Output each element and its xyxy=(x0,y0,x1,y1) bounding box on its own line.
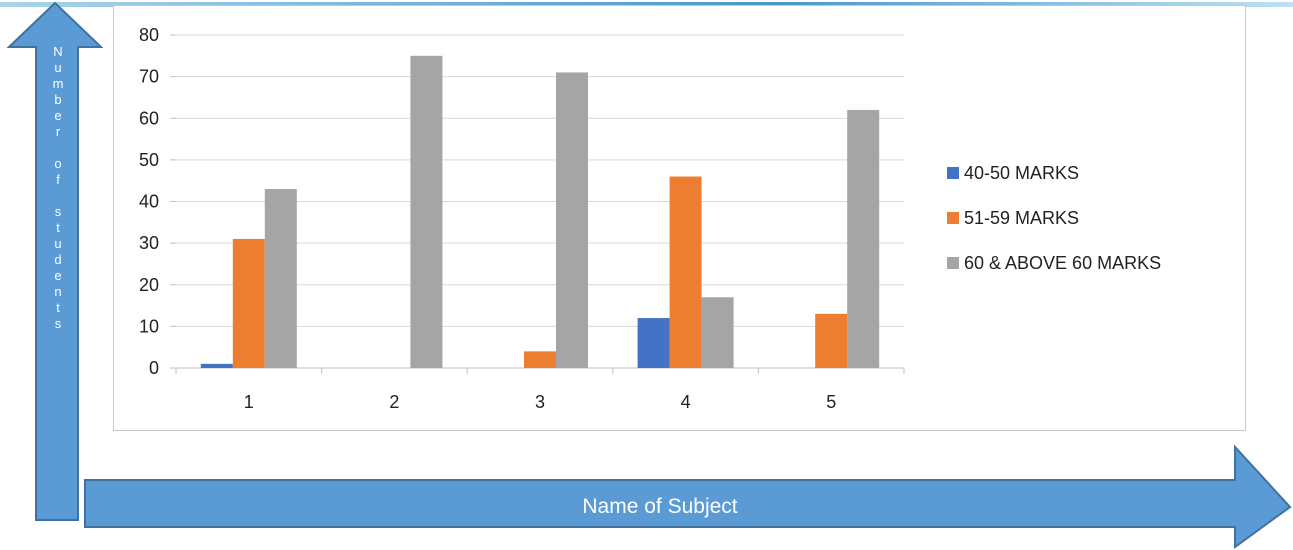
bar xyxy=(669,176,702,368)
y-axis-title-char: n xyxy=(54,284,62,299)
x-axis-title: Name of Subject xyxy=(582,495,738,518)
legend-label: 40-50 MARKS xyxy=(964,163,1079,183)
y-tick-label: 20 xyxy=(139,275,159,295)
bar xyxy=(410,55,443,368)
bar xyxy=(637,318,670,368)
y-axis-title-char: t xyxy=(56,220,60,235)
legend-swatch xyxy=(947,212,959,224)
bar xyxy=(200,363,233,368)
y-tick-label: 50 xyxy=(139,150,159,170)
y-axis-title-char: s xyxy=(54,316,62,331)
y-axis-title-char: N xyxy=(53,44,63,59)
legend-swatch xyxy=(947,167,959,179)
bar-chart: 0 10 20 30 40 50 60 70 80 1 2 3 4 5 40-50 MARKS 51-59 M… xyxy=(139,25,1161,412)
legend-label: 51-59 MARKS xyxy=(964,208,1079,228)
y-axis-title-char: o xyxy=(54,156,62,171)
bar xyxy=(264,189,297,368)
bar xyxy=(556,72,588,369)
legend-swatch xyxy=(947,257,959,269)
x-tick-label: 4 xyxy=(681,392,691,412)
y-axis-title-char: t xyxy=(56,300,60,315)
y-axis-title-char: f xyxy=(56,172,60,187)
y-axis-title-char: b xyxy=(54,92,62,107)
y-tick-label: 30 xyxy=(139,233,159,253)
y-axis-title-char xyxy=(56,140,60,156)
y-tick-label: 0 xyxy=(149,358,159,378)
bar xyxy=(701,297,734,368)
y-tick-label: 60 xyxy=(139,108,159,128)
bar xyxy=(847,109,880,369)
y-axis-title-char xyxy=(56,188,60,204)
top-decorative-rule xyxy=(0,2,1293,7)
chart-area: 0 10 20 30 40 50 60 70 80 1 2 3 4 5 40-50 MARKS 51-59 M… xyxy=(113,5,1246,431)
y-tick-label: 10 xyxy=(139,316,159,336)
y-tick-label: 70 xyxy=(139,67,159,87)
bar xyxy=(232,238,265,368)
y-axis-title-char: e xyxy=(54,108,62,123)
y-axis-title-char: e xyxy=(54,268,62,283)
legend-label: 60 & ABOVE 60 MARKS xyxy=(964,253,1161,273)
y-axis-title-char: s xyxy=(54,204,62,219)
y-axis-title-char: r xyxy=(55,124,61,139)
bar xyxy=(524,351,556,368)
y-tick-label: 80 xyxy=(139,25,159,45)
x-tick-label: 1 xyxy=(244,392,254,412)
bar xyxy=(815,313,848,368)
y-tick-label: 40 xyxy=(139,192,159,212)
y-axis-title-char: u xyxy=(54,236,62,251)
x-tick-label: 3 xyxy=(535,392,545,412)
x-tick-label: 5 xyxy=(826,392,836,412)
x-tick-label: 2 xyxy=(389,392,399,412)
y-axis-title-char: d xyxy=(54,252,62,267)
y-axis-title-char: u xyxy=(54,60,62,75)
y-axis-title-char: m xyxy=(52,76,64,91)
